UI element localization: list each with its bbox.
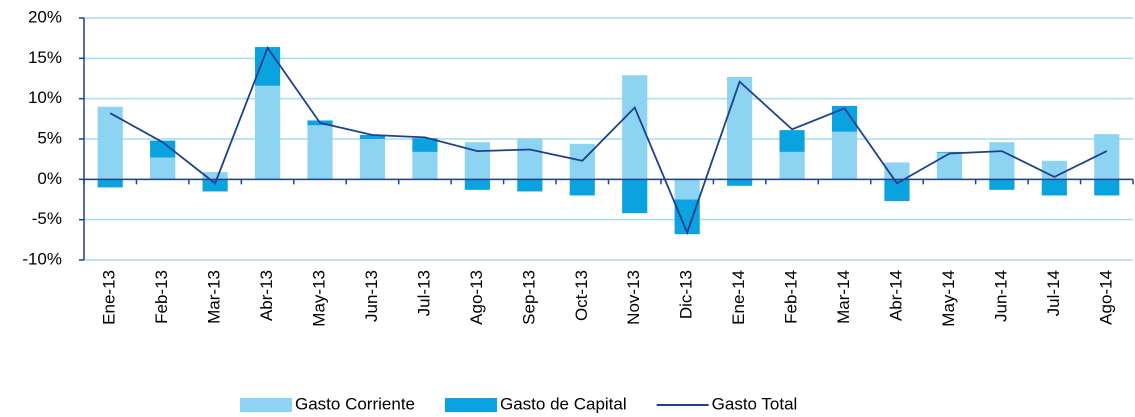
bar (359, 139, 386, 180)
bar (727, 179, 753, 186)
bar (202, 172, 228, 180)
bar (989, 179, 1015, 190)
legend-label: Gasto de Capital (500, 394, 627, 413)
bar (150, 140, 176, 158)
x-tick-label: Dic-13 (677, 270, 696, 319)
bar (674, 179, 700, 200)
bar (727, 76, 753, 180)
y-tick-label: 5% (37, 128, 62, 147)
bar (517, 179, 543, 192)
y-tick-label: 0% (37, 169, 62, 188)
bar (254, 47, 281, 86)
bar (1041, 179, 1067, 196)
bar (307, 125, 333, 180)
x-tick-label: Ago-14 (1096, 270, 1115, 325)
bar (150, 157, 176, 180)
bar (1094, 179, 1120, 196)
x-tick-label: Nov-13 (624, 270, 643, 325)
bar (936, 151, 963, 153)
bar (517, 138, 543, 180)
y-tick-label: -10% (22, 249, 62, 268)
bar (412, 151, 438, 180)
y-tick-label: 10% (28, 88, 62, 107)
x-tick-label: Jun-14 (991, 270, 1010, 322)
x-tick-label: Mar-14 (834, 270, 853, 324)
x-tick-label: May-14 (939, 270, 958, 327)
bar (97, 179, 123, 188)
legend-swatch (445, 398, 497, 412)
x-tick-label: Ene-13 (100, 270, 119, 325)
y-tick-label: 20% (28, 7, 62, 26)
bar (412, 138, 438, 152)
bar (779, 151, 805, 180)
legend-label: Gasto Total (712, 394, 798, 413)
x-tick-label: Feb-13 (152, 270, 171, 324)
x-tick-label: May-13 (310, 270, 329, 327)
bar (936, 152, 963, 180)
x-tick-label: Mar-13 (205, 270, 224, 324)
bar (779, 130, 805, 152)
bar (622, 179, 648, 214)
bar (989, 142, 1015, 180)
y-tick-label: -5% (32, 209, 62, 228)
x-tick-label: Abr-13 (257, 270, 276, 321)
bar (831, 131, 858, 180)
x-tick-label: Abr-14 (886, 270, 905, 321)
bar (202, 179, 228, 192)
x-tick-label: Sep-13 (519, 270, 538, 325)
x-tick-label: Oct-13 (572, 270, 591, 321)
y-tick-label: 15% (28, 48, 62, 67)
x-tick-label: Jul-13 (414, 270, 433, 316)
x-tick-label: Ago-13 (467, 270, 486, 325)
bar (254, 85, 281, 180)
bar (464, 142, 490, 180)
bar (464, 179, 490, 190)
bar (884, 179, 910, 202)
x-tick-label: Feb-14 (782, 270, 801, 324)
legend-label: Gasto Corriente (295, 394, 415, 413)
bar (569, 179, 595, 196)
line (109, 45, 1108, 236)
x-tick-label: Jun-13 (362, 270, 381, 322)
bar (674, 199, 700, 235)
legend-swatch (240, 398, 292, 412)
x-tick-label: Jul-14 (1044, 270, 1063, 316)
bar (1094, 134, 1120, 180)
bar (359, 134, 386, 139)
x-tick-label: Ene-14 (729, 270, 748, 325)
